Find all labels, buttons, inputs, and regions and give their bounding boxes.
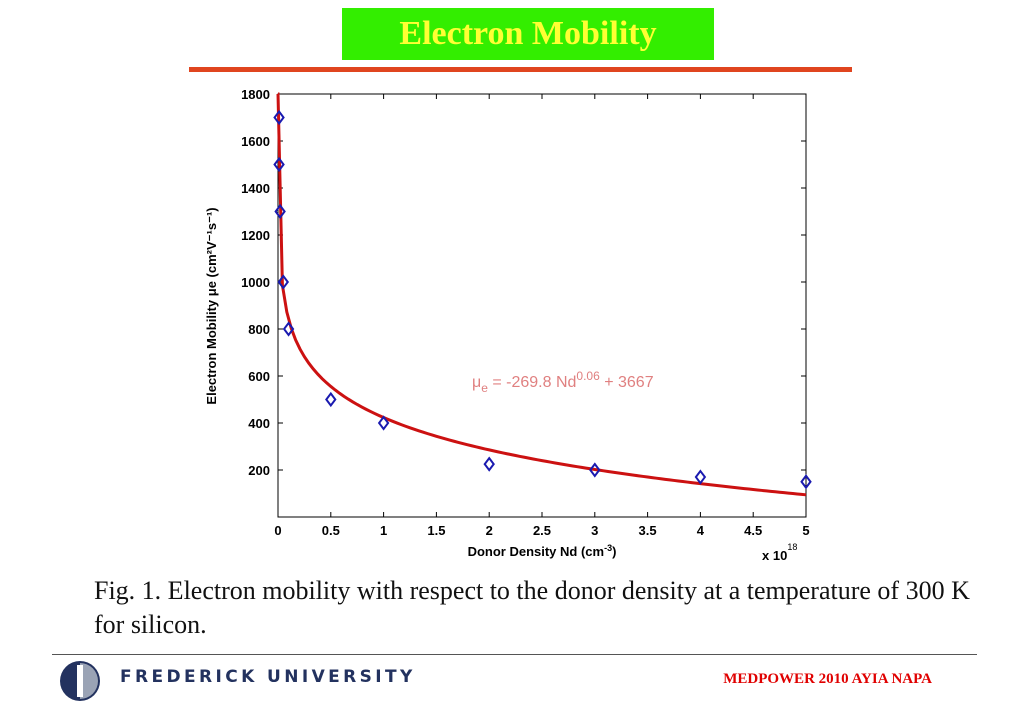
data-point-marker — [377, 415, 390, 431]
data-point-marker — [273, 109, 285, 126]
y-tick-label: 600 — [248, 369, 270, 384]
data-point-marker — [282, 321, 295, 337]
x-tick-label: 2 — [486, 523, 493, 538]
y-axis-ticks: 200 400 600 800 1000 1200 1400 1600 1800 — [241, 87, 806, 478]
data-point-marker — [483, 456, 495, 472]
x-tick-label: 3 — [591, 523, 598, 538]
equation-mid: = -269.8 Nd — [488, 374, 577, 391]
x-multiplier-exp: 18 — [787, 542, 797, 552]
fit-curve — [276, 92, 807, 497]
equation-rhs: + 3667 — [600, 374, 654, 391]
equation-mu: μ — [472, 374, 481, 391]
title-banner: Electron Mobility — [342, 8, 714, 60]
plot-area — [277, 93, 807, 518]
y-axis-label: Electron Mobility μe (cm²V⁻¹s⁻¹) — [204, 207, 219, 404]
data-markers — [273, 109, 812, 490]
y-tick-label: 1200 — [241, 228, 270, 243]
equation-sub: e — [481, 381, 488, 395]
y-tick-label: 800 — [248, 322, 270, 337]
y-tick-label: 1000 — [241, 275, 270, 290]
x-axis-label: Donor Density Nd (cm-3) — [468, 543, 617, 559]
x-tick-label: 5 — [802, 523, 809, 538]
x-tick-label: 4.5 — [744, 523, 762, 538]
conference-name: MEDPOWER 2010 AYIA NAPA — [723, 671, 932, 687]
equation-exp: 0.06 — [576, 369, 600, 383]
x-tick-label: 3.5 — [639, 523, 657, 538]
slide-title: Electron Mobility — [399, 15, 657, 52]
equation-label: μe = -269.8 Nd0.06 + 3667 — [472, 369, 654, 395]
y-tick-label: 1600 — [241, 134, 270, 149]
data-point-marker — [274, 203, 286, 220]
university-name: FREDERICK UNIVERSITY — [120, 667, 416, 687]
x-tick-label: 0.5 — [322, 523, 340, 538]
footer-divider — [52, 654, 977, 655]
x-tick-label: 1 — [380, 523, 387, 538]
data-point-marker — [800, 474, 812, 490]
x-axis-label-sup: -3 — [604, 543, 612, 553]
title-underline — [189, 67, 852, 72]
y-tick-label: 1800 — [241, 87, 270, 102]
mobility-chart: 200 400 600 800 1000 1200 1400 1600 1800 0 0.5 1 1.… — [204, 87, 812, 563]
x-tick-label: 1.5 — [427, 523, 445, 538]
data-point-marker — [325, 391, 337, 408]
figure-caption: Fig. 1. Electron mobility with respect t… — [94, 576, 970, 639]
data-point-marker — [273, 156, 285, 173]
data-point-marker — [694, 469, 707, 485]
x-axis-ticks: 0 0.5 1 1.5 2 2.5 3 3.5 4 4.5 5 — [274, 94, 810, 538]
x-multiplier-base: x 10 — [762, 548, 787, 563]
x-multiplier: x 1018 — [762, 542, 797, 563]
x-tick-label: 0 — [274, 523, 281, 538]
y-tick-label: 400 — [248, 416, 270, 431]
data-point-marker — [277, 274, 290, 290]
x-tick-label: 4 — [697, 523, 705, 538]
x-axis-label-main: Donor Density Nd (cm — [468, 544, 605, 559]
y-tick-label: 1400 — [241, 181, 270, 196]
x-tick-label: 2.5 — [533, 523, 551, 538]
x-axis-label-end: ) — [612, 544, 616, 559]
y-tick-label: 200 — [248, 463, 270, 478]
data-point-marker — [589, 462, 601, 478]
university-logo-icon — [60, 661, 100, 701]
